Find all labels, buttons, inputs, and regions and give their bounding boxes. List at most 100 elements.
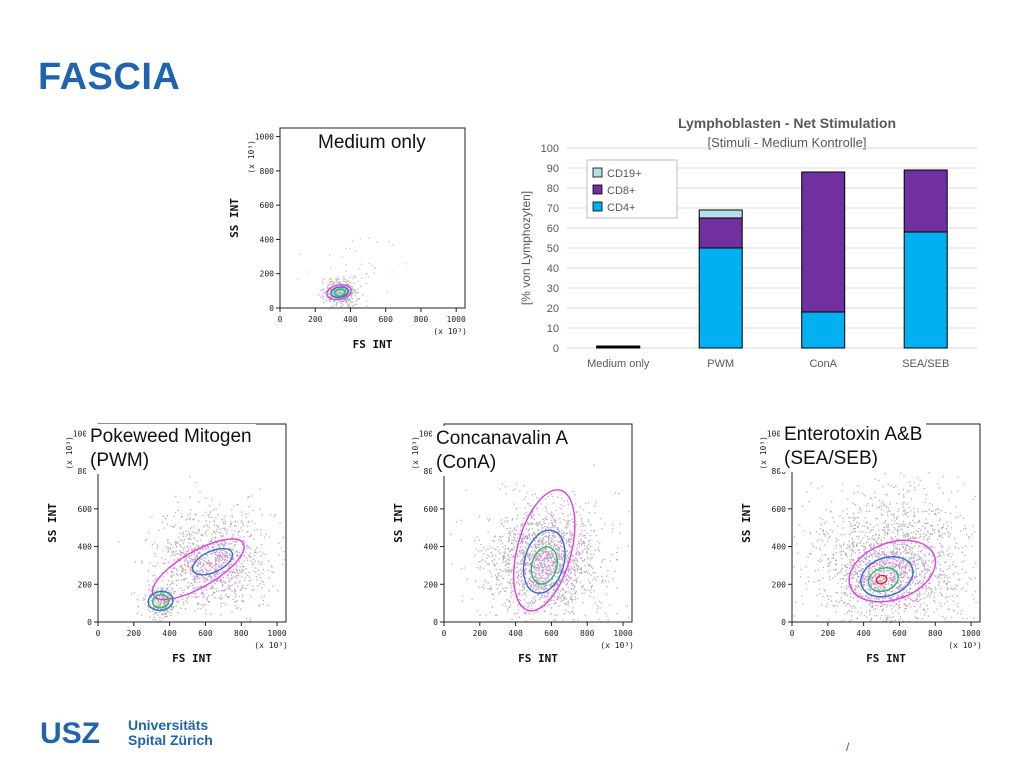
legend-swatch <box>592 184 603 195</box>
bar-chart-svg: Lymphoblasten - Net Stimulation [Stimuli… <box>519 115 977 370</box>
facs-x-tick: 1000 <box>961 629 980 638</box>
facs-plot-label: Concanavalin A (ConA) <box>432 426 573 476</box>
facs-x-multiplier: (x 10³) <box>433 327 467 336</box>
chart-y-axis-label: [% von Lymphozyten] <box>519 191 533 305</box>
bar-segment-cd8-plus <box>698 217 743 249</box>
facs-points <box>793 457 977 624</box>
facs-contour <box>330 286 350 299</box>
usz-logo-mark: USZ <box>40 718 100 746</box>
chart-x-tick: PWM <box>707 358 734 370</box>
facs-y-tick: 1000 <box>767 429 786 438</box>
facs-y-tick: 1000 <box>419 429 438 438</box>
facs-y-tick: 800 <box>78 467 93 476</box>
facs-y-tick: 200 <box>772 580 787 589</box>
facs-contour <box>875 574 888 585</box>
facs-y-tick: 0 <box>269 304 274 313</box>
chart-x-tick: ConA <box>809 358 837 370</box>
facs-y-tick: 600 <box>78 505 93 514</box>
facs-x-tick: 600 <box>198 629 213 638</box>
facs-x-tick: 0 <box>790 629 795 638</box>
logo-text: Universitäts Spital Zürich <box>128 718 213 748</box>
facs-x-axis-label: FS INT <box>866 652 906 665</box>
facs-x-tick: 1000 <box>447 315 466 324</box>
facs-y-tick: 200 <box>424 580 439 589</box>
chart-y-tick: 90 <box>547 163 559 175</box>
bar-segment-cd8-plus <box>903 169 948 233</box>
facs-y-tick: 200 <box>78 580 93 589</box>
facs-y-multiplier: (x 10³) <box>759 436 768 470</box>
facs-y-tick: 400 <box>78 543 93 552</box>
facs-plot-label: Enterotoxin A&B (SEA/SEB) <box>780 422 927 472</box>
facs-y-multiplier: (x 10³) <box>65 436 74 470</box>
facs-contour <box>522 529 566 594</box>
facs-x-tick: 600 <box>378 315 393 324</box>
facs-frame <box>279 127 466 309</box>
facs-x-tick: 800 <box>234 629 249 638</box>
facs-x-tick: 0 <box>442 629 447 638</box>
facs-y-tick: 0 <box>781 618 786 627</box>
facs-plot-pwm-svg: 0 200 400 600 800 1000 0 200 400 600 800 1000 FS INT… <box>46 423 288 665</box>
facs-plot-seaseb-svg: 0 200 400 600 800 1000 0 200 400 600 800 1000 FS INT… <box>740 423 982 665</box>
chart-y-tick: 20 <box>547 303 559 315</box>
facs-plot-pwm: 0 200 400 600 800 1000 0 200 400 600 800 1000 FS INT… <box>22 410 302 675</box>
facs-contour <box>860 555 914 598</box>
facs-y-tick: 800 <box>772 467 787 476</box>
facs-x-axis-label: FS INT <box>172 652 212 665</box>
facs-contour <box>191 547 234 576</box>
facs-y-tick: 200 <box>260 270 275 279</box>
facs-x-tick: 400 <box>162 629 177 638</box>
chart-y-tick: 100 <box>541 143 559 155</box>
facs-x-tick: 800 <box>580 629 595 638</box>
facs-y-axis-label: SS INT <box>740 503 753 543</box>
facs-contour <box>530 546 559 585</box>
facs-x-tick: 400 <box>856 629 871 638</box>
facs-plot-seaseb: 0 200 400 600 800 1000 0 200 400 600 800 1000 FS INT… <box>716 410 996 675</box>
facs-y-tick: 1000 <box>255 133 274 142</box>
bar-segment-cd8-plus <box>801 171 846 313</box>
facs-y-axis-label: SS INT <box>392 503 405 543</box>
chart-y-tick: 30 <box>547 283 559 295</box>
facs-y-axis-label: SS INT <box>228 198 241 238</box>
legend-label: CD4+ <box>607 202 635 214</box>
page-marker: / <box>846 740 850 754</box>
usz-logo: USZ Universitäts Spital Zürich <box>40 718 213 748</box>
facs-plot-label: Medium only <box>314 130 430 156</box>
facs-y-tick: 800 <box>424 467 439 476</box>
facs-x-axis-label: FS INT <box>518 652 558 665</box>
facs-y-tick: 0 <box>87 618 92 627</box>
chart-x-tick: SEA/SEB <box>902 358 949 370</box>
legend-swatch <box>592 167 603 178</box>
chart-y-tick: 50 <box>547 243 559 255</box>
legend-label: CD8+ <box>607 185 635 197</box>
facs-y-tick: 600 <box>424 505 439 514</box>
facs-contour <box>513 489 576 612</box>
facs-contour <box>151 593 170 609</box>
facs-y-tick: 600 <box>772 505 787 514</box>
chart-subtitle: [Stimuli - Medium Kontrolle] <box>708 135 867 150</box>
facs-frame <box>443 423 633 623</box>
facs-y-multiplier: (x 10³) <box>411 436 420 470</box>
bar-chart: Lymphoblasten - Net Stimulation [Stimuli… <box>515 110 985 380</box>
facs-points <box>297 237 408 309</box>
facs-contour <box>867 567 899 593</box>
facs-y-axis-label: SS INT <box>46 503 59 543</box>
chart-y-tick: 70 <box>547 203 559 215</box>
facs-contour <box>848 539 937 603</box>
facs-x-tick: 0 <box>278 315 283 324</box>
facs-x-tick: 600 <box>892 629 907 638</box>
facs-contour <box>326 284 352 301</box>
facs-x-tick: 600 <box>544 629 559 638</box>
facs-x-tick: 800 <box>928 629 943 638</box>
facs-x-multiplier: (x 10³) <box>254 641 288 650</box>
chart-y-tick: 40 <box>547 263 559 275</box>
bar-segment-cd4-plus <box>698 247 743 349</box>
chart-y-tick: 0 <box>553 343 559 355</box>
facs-x-tick: 800 <box>414 315 429 324</box>
facs-y-tick: 800 <box>260 167 275 176</box>
facs-contour <box>147 590 174 612</box>
bar-segment-cd19-plus <box>698 209 743 219</box>
legend-swatch <box>592 201 603 212</box>
facs-x-tick: 400 <box>343 315 358 324</box>
bar-segment-cd4-plus <box>801 311 846 349</box>
facs-y-tick: 400 <box>424 543 439 552</box>
